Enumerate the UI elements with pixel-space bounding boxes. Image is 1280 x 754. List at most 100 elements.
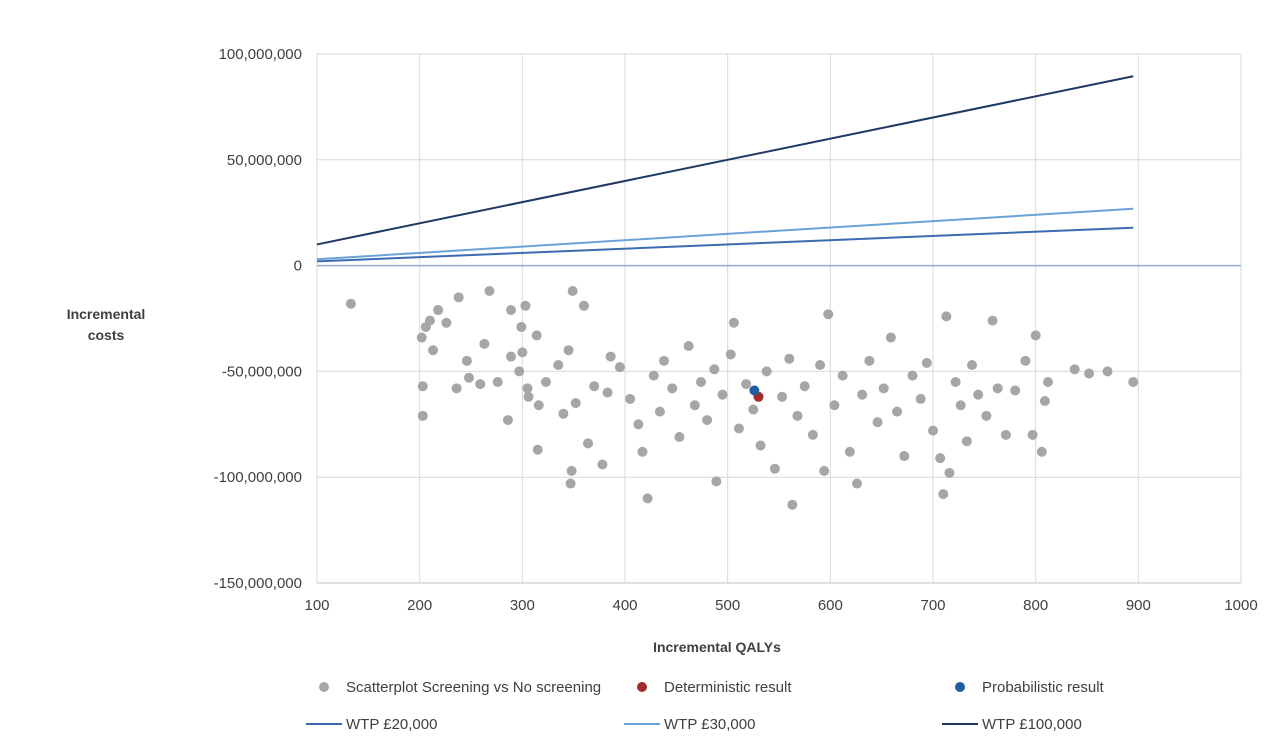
scatter-point — [748, 404, 759, 415]
scatter-point — [755, 440, 766, 451]
scatter-point — [453, 292, 464, 303]
scatter-point — [829, 400, 840, 411]
scatter-point — [463, 372, 474, 383]
scatter-point — [792, 410, 803, 421]
scatter-point — [654, 406, 665, 417]
wtp-line — [316, 207, 1134, 261]
scatter-point — [1069, 364, 1080, 375]
legend-label-scatter: Scatterplot Screening vs No screening — [346, 679, 601, 696]
y-tick-label: 100,000,000 — [219, 46, 302, 63]
scatter-point — [520, 300, 531, 311]
legend-label-wtp-30000: WTP £30,000 — [664, 716, 755, 733]
scatter-point — [938, 489, 949, 500]
scatter-point — [892, 406, 903, 417]
scatter-point — [1128, 376, 1139, 387]
x-tick-label: 1000 — [1224, 597, 1257, 614]
scatter-point — [1102, 366, 1113, 377]
scatter-point — [1030, 330, 1041, 341]
scatter-point — [741, 379, 752, 390]
scatter-point — [416, 332, 427, 343]
scatter-point — [424, 315, 435, 326]
scatter-point — [950, 376, 961, 387]
scatter-point — [784, 353, 795, 364]
x-tick-label: 500 — [715, 597, 740, 614]
scatter-point — [479, 338, 490, 349]
scatter-point — [761, 366, 772, 377]
scatter-point — [935, 453, 946, 464]
scatter-point — [733, 423, 744, 434]
scatter-point — [815, 360, 826, 371]
scatter-point — [625, 393, 636, 404]
scatter-point — [1010, 385, 1021, 396]
scatter-point — [558, 408, 569, 419]
scatter-point — [928, 425, 938, 436]
x-tick-label: 300 — [510, 597, 535, 614]
legend-marker-scatter — [319, 682, 329, 692]
scatter-point — [514, 366, 525, 377]
x-tick-label: 600 — [818, 597, 843, 614]
scatter-point — [1039, 396, 1050, 407]
scatter-point — [475, 379, 486, 390]
x-tick-label: 700 — [920, 597, 945, 614]
y-axis-title-line-2: costs — [88, 327, 125, 343]
scatter-point — [461, 355, 472, 366]
scatter-point — [417, 381, 428, 392]
scatter-point — [531, 330, 542, 341]
scatter-point — [689, 400, 700, 411]
scatter-point — [674, 431, 685, 442]
scatter-point — [981, 410, 992, 421]
scatter-point — [417, 410, 428, 421]
y-tick-label: 0 — [294, 258, 302, 275]
scatter-point — [540, 376, 551, 387]
scatter-point — [695, 376, 706, 387]
scatter-point — [857, 389, 868, 400]
scatter-point — [567, 285, 578, 296]
scatter-point — [819, 465, 830, 476]
scatter-point — [637, 446, 648, 457]
wtp-line — [316, 226, 1134, 263]
gridlines — [317, 53, 1242, 583]
scatter-point — [506, 351, 517, 362]
scatter-point — [921, 357, 932, 368]
scatter-point — [565, 478, 576, 489]
scatter-point — [659, 355, 670, 366]
scatter-point — [844, 446, 855, 457]
scatter-point — [787, 499, 798, 510]
scatter-point — [451, 383, 462, 394]
scatter-point — [345, 298, 356, 309]
scatter-point — [837, 370, 848, 381]
scatter-point — [725, 349, 736, 360]
scatter-point — [683, 341, 694, 352]
scatter-point — [941, 311, 952, 322]
scatter-point — [563, 345, 574, 356]
scatter-point — [1042, 376, 1053, 387]
x-tick-label: 900 — [1126, 597, 1151, 614]
scatter-point — [777, 391, 788, 402]
legend-label-wtp-100000: WTP £100,000 — [982, 716, 1082, 733]
scatter-point — [484, 285, 495, 296]
scatter-points — [345, 285, 1139, 510]
scatter-point — [522, 383, 533, 394]
scatter-point — [769, 463, 780, 474]
legend-label-deterministic: Deterministic result — [664, 679, 792, 696]
scatter-point — [872, 417, 883, 428]
scatter-point — [1020, 355, 1031, 366]
scatter-point — [1000, 429, 1011, 440]
scatter-point — [642, 493, 653, 504]
scatter-point — [614, 362, 625, 373]
scatter-point — [589, 381, 600, 392]
scatter-point — [633, 419, 644, 430]
scatter-point — [441, 317, 452, 328]
probabilistic-point — [749, 385, 760, 396]
scatter-point — [502, 415, 513, 426]
scatter-point — [987, 315, 998, 326]
x-tick-label: 100 — [304, 597, 329, 614]
scatter-point — [667, 383, 678, 394]
scatter-point — [717, 389, 728, 400]
scatter-point — [852, 478, 863, 489]
scatter-point — [823, 309, 834, 320]
scatter-point — [967, 360, 978, 371]
legend-marker-probabilistic — [955, 682, 965, 692]
scatter-point — [915, 393, 926, 404]
